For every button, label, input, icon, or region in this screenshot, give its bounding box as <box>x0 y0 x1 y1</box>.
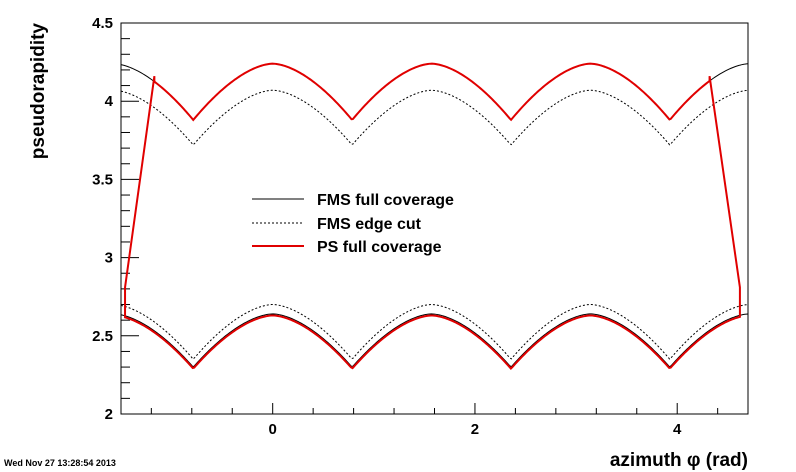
series-layer <box>120 62 749 370</box>
legend: FMS full coverage FMS edge cut PS full c… <box>252 192 454 256</box>
x-tick-label: 4 <box>673 421 682 438</box>
legend-label-fms-edge: FMS edge cut <box>317 216 422 233</box>
x-tick-label: 0 <box>269 421 277 438</box>
series-fms-full-inner <box>120 313 749 368</box>
y-tick-label: 4 <box>105 93 114 110</box>
y-axis-title: pseudorapidity <box>28 23 49 160</box>
legend-label-ps-full: PS full coverage <box>317 239 442 256</box>
timestamp: Wed Nov 27 13:28:54 2013 <box>4 458 116 468</box>
plot-frame <box>120 22 749 415</box>
x-tick-label: 2 <box>471 421 479 438</box>
y-tick-label: 2.5 <box>92 328 113 345</box>
axis-ticks <box>121 22 719 415</box>
tick-labels: 2 2.5 3 3.5 4 4.5 0 2 4 <box>92 15 682 438</box>
y-tick-label: 4.5 <box>92 15 113 32</box>
y-tick-label: 2 <box>105 406 113 423</box>
series-ps-full-coverage <box>124 62 741 370</box>
series-fms-edge-inner <box>120 304 749 360</box>
y-tick-label: 3 <box>105 250 113 267</box>
series-fms-full-outer <box>120 63 749 121</box>
y-tick-label: 3.5 <box>92 171 113 188</box>
x-axis-title: azimuth φ (rad) <box>610 450 748 471</box>
legend-label-fms-full: FMS full coverage <box>317 192 454 209</box>
series-fms-edge-outer <box>120 89 749 146</box>
